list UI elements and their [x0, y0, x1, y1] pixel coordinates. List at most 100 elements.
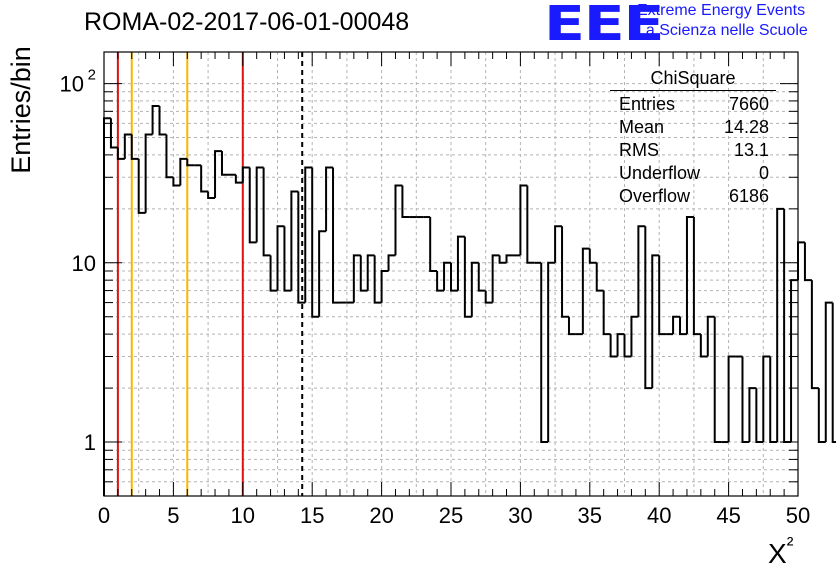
- histogram-bin: [741, 356, 750, 444]
- histogram-bin: [484, 290, 493, 304]
- histogram-bin: [186, 158, 195, 167]
- histogram-bin: [116, 147, 125, 160]
- histogram-bin: [352, 254, 361, 303]
- histogram-bin: [824, 301, 833, 443]
- histogram-bin: [262, 167, 271, 257]
- histogram-bin: [248, 167, 257, 244]
- x-tick-label: 45: [716, 503, 740, 528]
- histogram-bin: [429, 217, 438, 273]
- stat-row-overflow: Overflow 6186: [610, 185, 776, 208]
- stat-value: 13.1: [733, 140, 769, 160]
- x-tick-label: 20: [369, 503, 393, 528]
- histogram-bin: [165, 134, 174, 179]
- histogram-bin: [387, 254, 396, 272]
- histogram-bin: [810, 280, 819, 390]
- logo-subtitle-1: Extreme Energy Events: [637, 2, 806, 19]
- run-title: ROMA-02-2017-06-01-00048: [84, 8, 410, 36]
- histogram-bin: [470, 261, 479, 317]
- histogram-bin: [588, 248, 597, 264]
- x-tick-label: 15: [300, 503, 324, 528]
- histogram-bin: [123, 133, 132, 159]
- histogram-bin: [373, 255, 382, 304]
- histogram-bin: [109, 118, 118, 149]
- x-tick-label: 5: [167, 503, 179, 528]
- histogram-bin: [380, 270, 389, 303]
- stats-title: ChiSquare: [610, 68, 776, 91]
- histogram-bin: [679, 316, 687, 336]
- histogram-bin: [706, 315, 715, 357]
- histogram-bin: [519, 184, 528, 256]
- histogram-bin: [491, 254, 500, 303]
- histogram-bin: [616, 333, 625, 357]
- x-tick-label: 40: [647, 503, 671, 528]
- histogram-bin: [456, 235, 465, 291]
- stat-value: 6186: [728, 186, 769, 206]
- y-tick-label: 10: [60, 72, 84, 97]
- stat-label: Underflow: [619, 163, 701, 183]
- histogram-bin: [450, 262, 458, 292]
- histogram-bin: [241, 166, 250, 183]
- histogram-bin: [658, 255, 667, 336]
- histogram-bin: [692, 217, 701, 336]
- x-axis-label-base: X: [768, 538, 787, 569]
- histogram-bin: [137, 158, 146, 214]
- histogram-bin: [755, 388, 764, 444]
- histogram-bin: [443, 261, 451, 291]
- histogram-bin: [637, 225, 646, 317]
- marker-lines: [116, 52, 304, 496]
- x-tick-label: 30: [508, 503, 532, 528]
- histogram-bin: [359, 255, 368, 292]
- stat-value: 0: [758, 163, 769, 183]
- histogram-bin: [463, 236, 472, 318]
- histogram-bin: [790, 279, 798, 443]
- histogram-bin: [269, 255, 278, 292]
- y-tick-exponent: 2: [88, 67, 96, 84]
- histogram-bin: [401, 185, 410, 219]
- logo-subtitle-2: La Scienza nelle Scuole: [637, 22, 808, 39]
- x-tick-label: 10: [231, 503, 255, 528]
- histogram-bin: [769, 356, 778, 444]
- histogram-bin: [609, 334, 618, 358]
- histogram-bin: [311, 167, 320, 318]
- histogram-bin: [803, 242, 812, 282]
- stats-box: ChiSquare Entries 7660 Mean 14.28 RMS 13…: [610, 68, 776, 208]
- histogram-bin: [234, 174, 243, 184]
- histogram-bin: [477, 262, 486, 292]
- histogram-bin: [297, 191, 306, 304]
- stat-value: 14.28: [723, 117, 769, 137]
- histogram-bin: [207, 191, 216, 199]
- histogram-bin: [547, 261, 556, 443]
- histogram-bin: [651, 254, 660, 389]
- histogram-bin: [366, 254, 375, 291]
- histogram-bin: [144, 133, 153, 213]
- histogram-bin: [526, 185, 535, 264]
- histogram-bin: [581, 247, 590, 335]
- histogram-bin: [783, 208, 792, 444]
- x-tick-label: 50: [786, 503, 810, 528]
- y-tick-label: 10: [72, 251, 96, 276]
- histogram-bin: [276, 225, 285, 291]
- histogram-bin: [172, 177, 181, 187]
- histogram-bin: [776, 207, 785, 443]
- histogram-bin: [540, 262, 549, 444]
- histogram-bin: [318, 230, 327, 317]
- histogram-bin: [325, 166, 334, 232]
- x-tick-label: 0: [98, 503, 110, 528]
- stat-row-underflow: Underflow 0: [610, 162, 776, 185]
- y-tick-label: 1: [84, 430, 96, 455]
- stat-row-mean: Mean 14.28: [610, 116, 776, 139]
- histogram-bin: [505, 254, 514, 263]
- x-axis-label: X²: [768, 534, 794, 569]
- histogram-bin: [685, 216, 694, 335]
- histogram-bin: [436, 271, 445, 292]
- histogram-bin: [762, 355, 771, 443]
- x-axis-label-exponent: ²: [787, 534, 794, 556]
- stat-row-entries: Entries 7660: [610, 93, 776, 116]
- histogram-bin: [554, 225, 563, 263]
- histogram-bin: [394, 184, 403, 256]
- stat-label: RMS: [619, 140, 659, 160]
- stat-label: Overflow: [619, 186, 691, 206]
- histogram-bin: [602, 290, 611, 336]
